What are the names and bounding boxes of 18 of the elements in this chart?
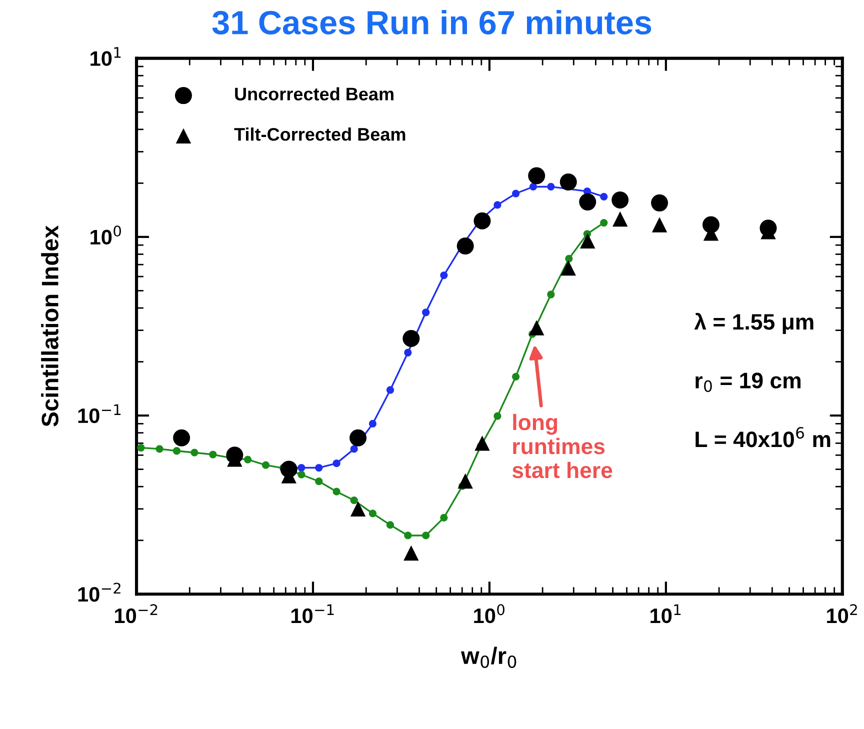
annotation: r$_{0}$ = 19 cm bbox=[696, 372, 800, 392]
legend-label: Uncorrected Beam bbox=[235, 87, 394, 100]
x-tick-label: 10$^{0}$ bbox=[474, 604, 504, 624]
x-tick-label: 10$^{−2}$ bbox=[115, 604, 158, 624]
x-tick-label: 10$^{1}$ bbox=[650, 604, 681, 624]
y-tick-label: 10$^{0}$ bbox=[90, 226, 121, 245]
y-axis-title: Scintillation Index bbox=[41, 225, 58, 427]
chart-title: 31 Cases Run in 67 minutes bbox=[212, 10, 652, 35]
annotation: L = 40x10$^{6}$ m bbox=[696, 426, 830, 448]
annotation: long runtimes start here bbox=[512, 414, 612, 478]
y-tick-label: 10$^{1}$ bbox=[90, 47, 121, 66]
y-tick-label: 10$^{−2}$ bbox=[78, 582, 120, 602]
x-tick-label: 10$^{2}$ bbox=[827, 604, 857, 624]
x-tick-label: 10$^{−1}$ bbox=[291, 604, 334, 624]
y-tick-label: 10$^{−1}$ bbox=[78, 404, 121, 424]
x-axis-title: w$_{0}$/r$_{0}$ bbox=[460, 646, 516, 668]
legend-label: Tilt-Corrected Beam bbox=[234, 128, 406, 141]
annotation: λ = 1.55 μm bbox=[694, 312, 814, 334]
